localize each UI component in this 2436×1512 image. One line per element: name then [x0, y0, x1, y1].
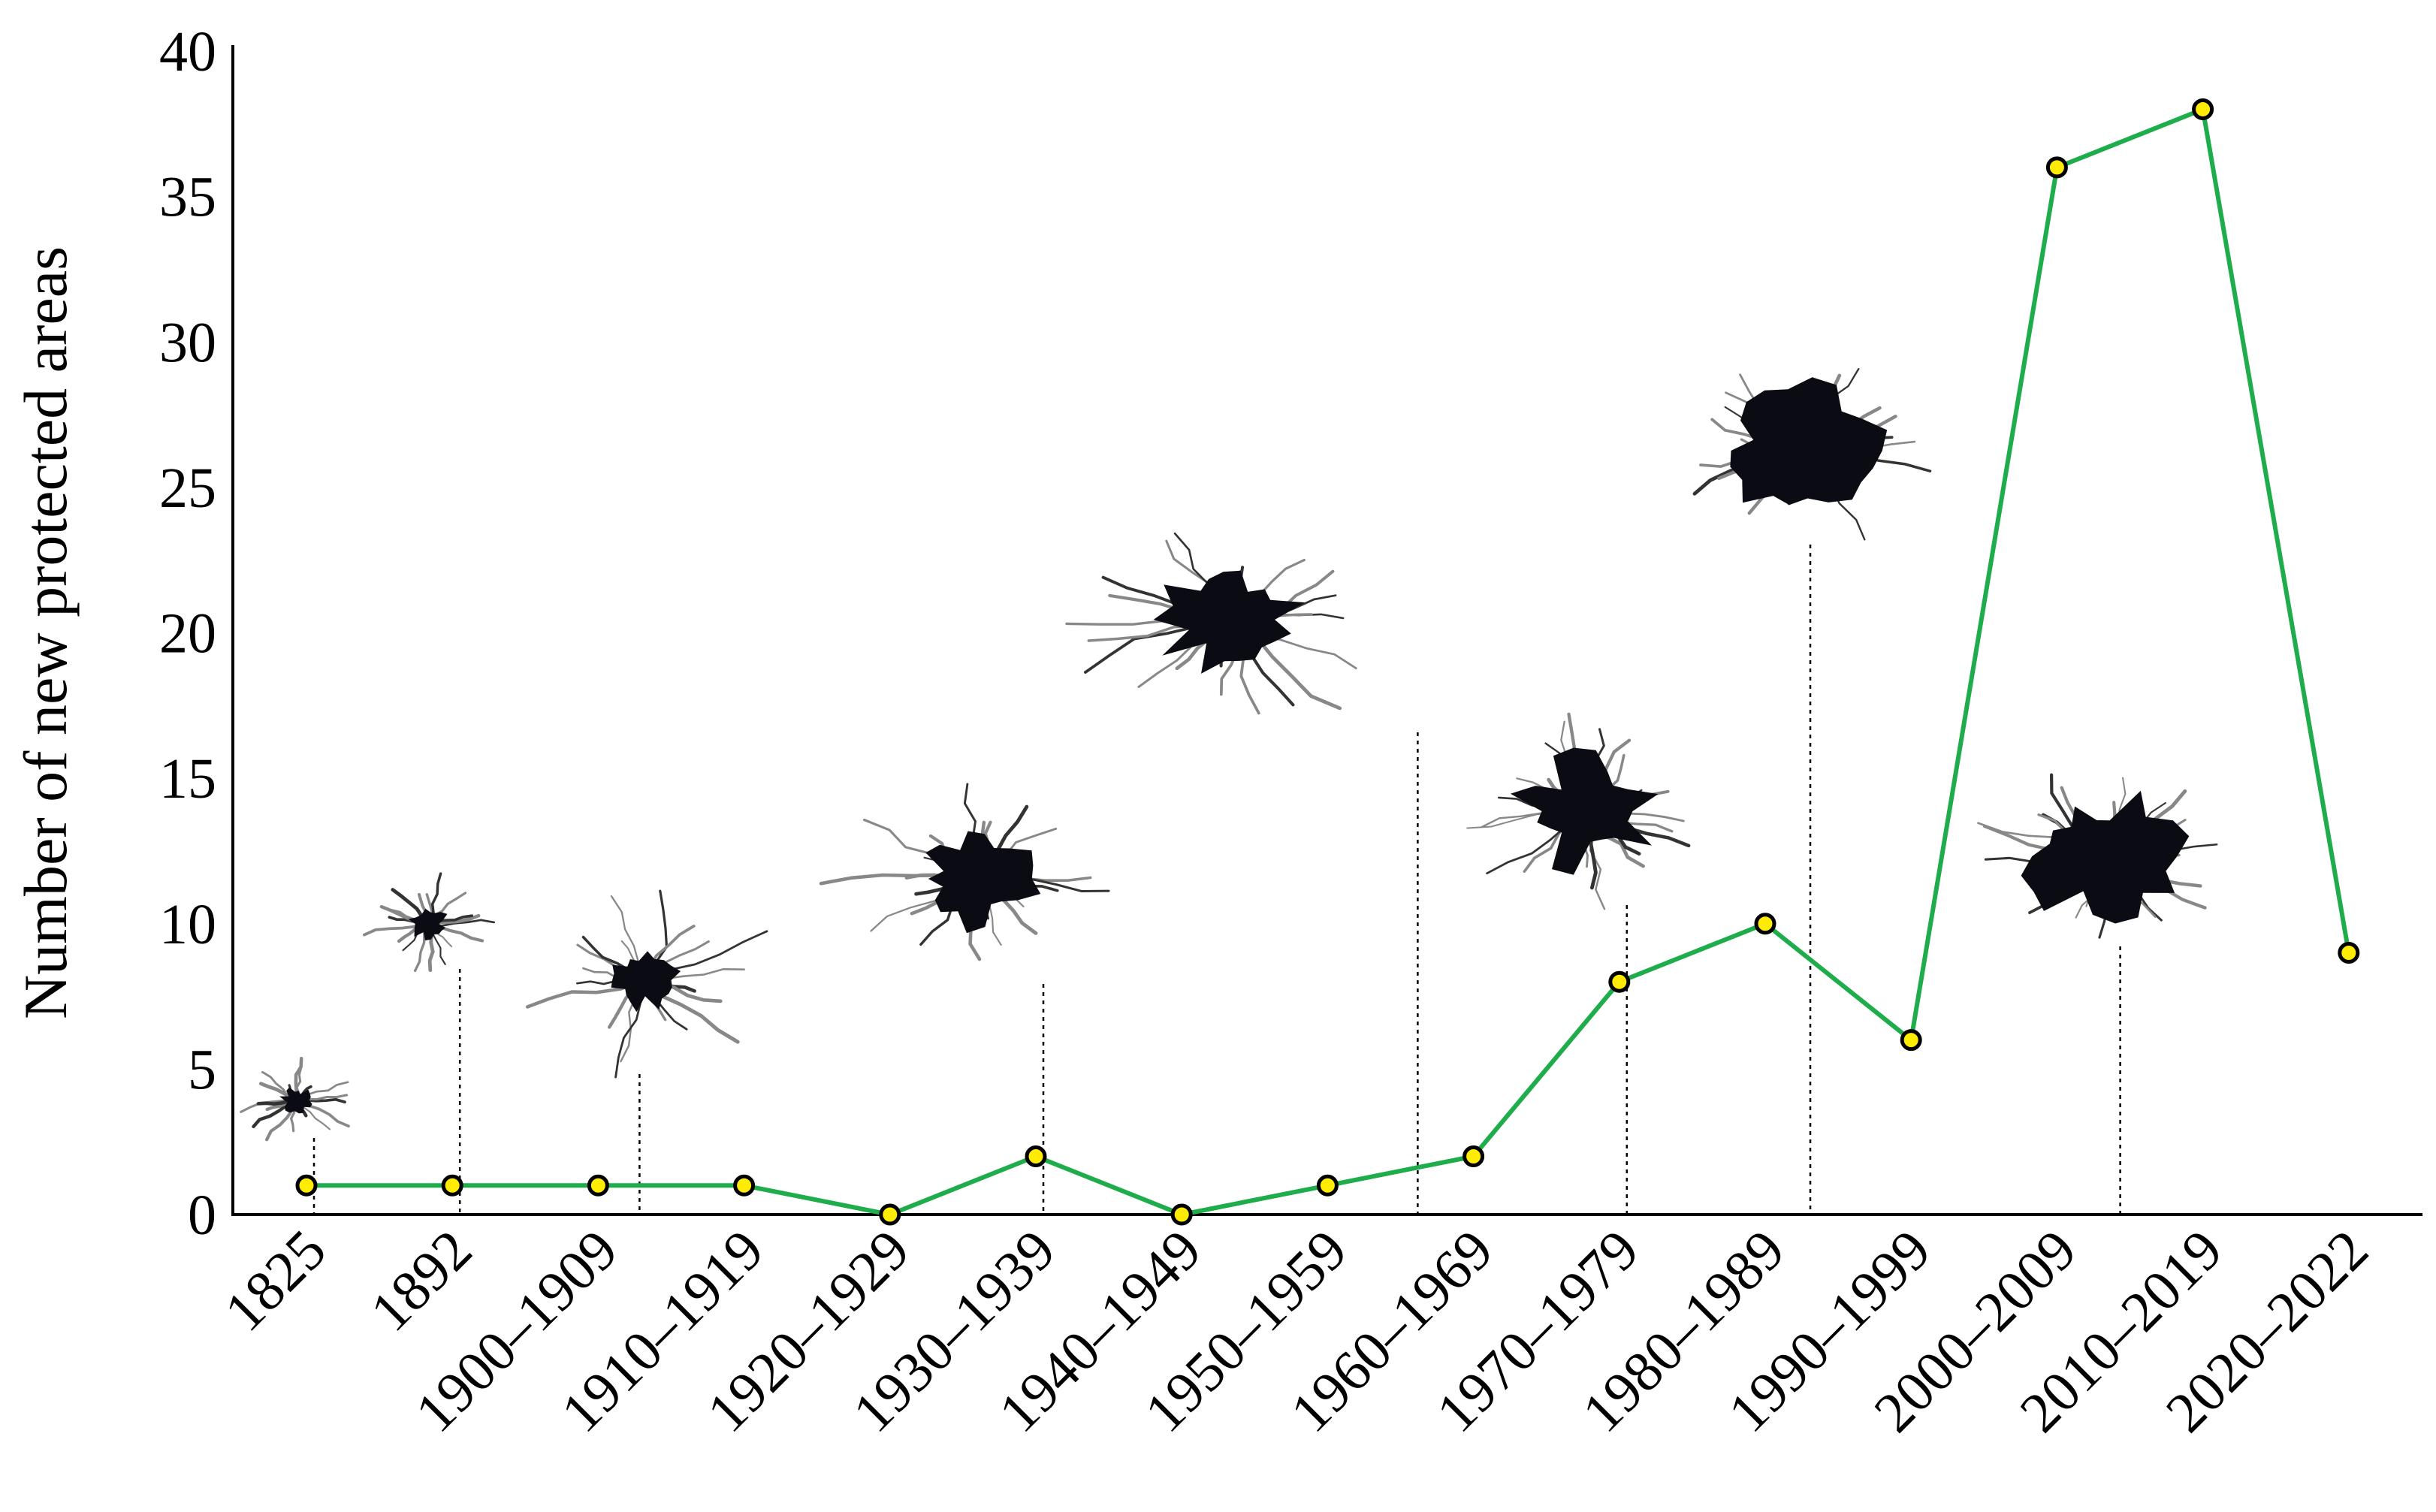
urban-footprint-1892-image	[363, 872, 496, 973]
y-tick-label: 40	[159, 20, 216, 83]
data-point	[1170, 1203, 1193, 1226]
y-tick-label: 15	[159, 747, 216, 810]
data-point	[1025, 1145, 1047, 1168]
x-tick-label: 1892	[358, 1218, 484, 1344]
data-point	[295, 1174, 318, 1197]
y-tick-label: 30	[159, 311, 216, 374]
series-line	[306, 107, 2351, 1217]
urban-footprint-2000s-image	[1977, 773, 2218, 939]
data-point	[1900, 1029, 1922, 1052]
inset-leader-lines	[312, 545, 2121, 1215]
y-tick-label: 35	[159, 166, 216, 229]
data-point	[1754, 913, 1776, 935]
data-point	[879, 1203, 901, 1226]
data-point	[2338, 941, 2360, 964]
y-tick-label: 10	[159, 893, 216, 956]
y-tick-label: 25	[159, 457, 216, 520]
data-point	[1608, 970, 1631, 993]
y-tick-label: 0	[188, 1184, 216, 1247]
urban-footprint-1930s-image	[819, 783, 1110, 961]
data-point	[2192, 98, 2214, 120]
data-point	[1463, 1145, 1485, 1168]
data-point	[733, 1174, 756, 1197]
urban-footprint-insets	[240, 367, 2218, 1142]
series-layer	[295, 98, 2360, 1226]
urban-footprint-1900s-image	[525, 889, 768, 1079]
data-point	[441, 1174, 463, 1197]
data-point	[1316, 1174, 1339, 1197]
data-point	[587, 1174, 609, 1197]
urban-footprint-1950s-image	[1065, 532, 1357, 715]
data-point	[2045, 156, 2068, 179]
urban-footprint-1980s-image	[1692, 367, 1932, 541]
y-tick-label: 20	[159, 602, 216, 665]
urban-footprint-1825-image	[240, 1056, 350, 1142]
urban-footprint-1970s-image	[1466, 712, 1691, 910]
y-axis-title: Number of new protected areas	[11, 246, 80, 1019]
x-axis: 1825 18921900–19091910–19191920–19291930–…	[213, 1213, 2422, 1444]
y-axis: 0 5 10 15 20 25 30 35 40	[159, 20, 234, 1247]
y-tick-label: 5	[188, 1038, 216, 1101]
x-tick-label: 1825	[213, 1218, 338, 1344]
